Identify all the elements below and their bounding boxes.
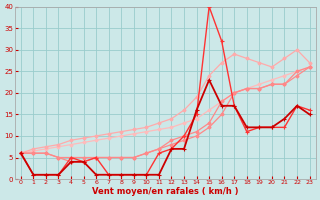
X-axis label: Vent moyen/en rafales ( km/h ): Vent moyen/en rafales ( km/h ) <box>92 187 238 196</box>
